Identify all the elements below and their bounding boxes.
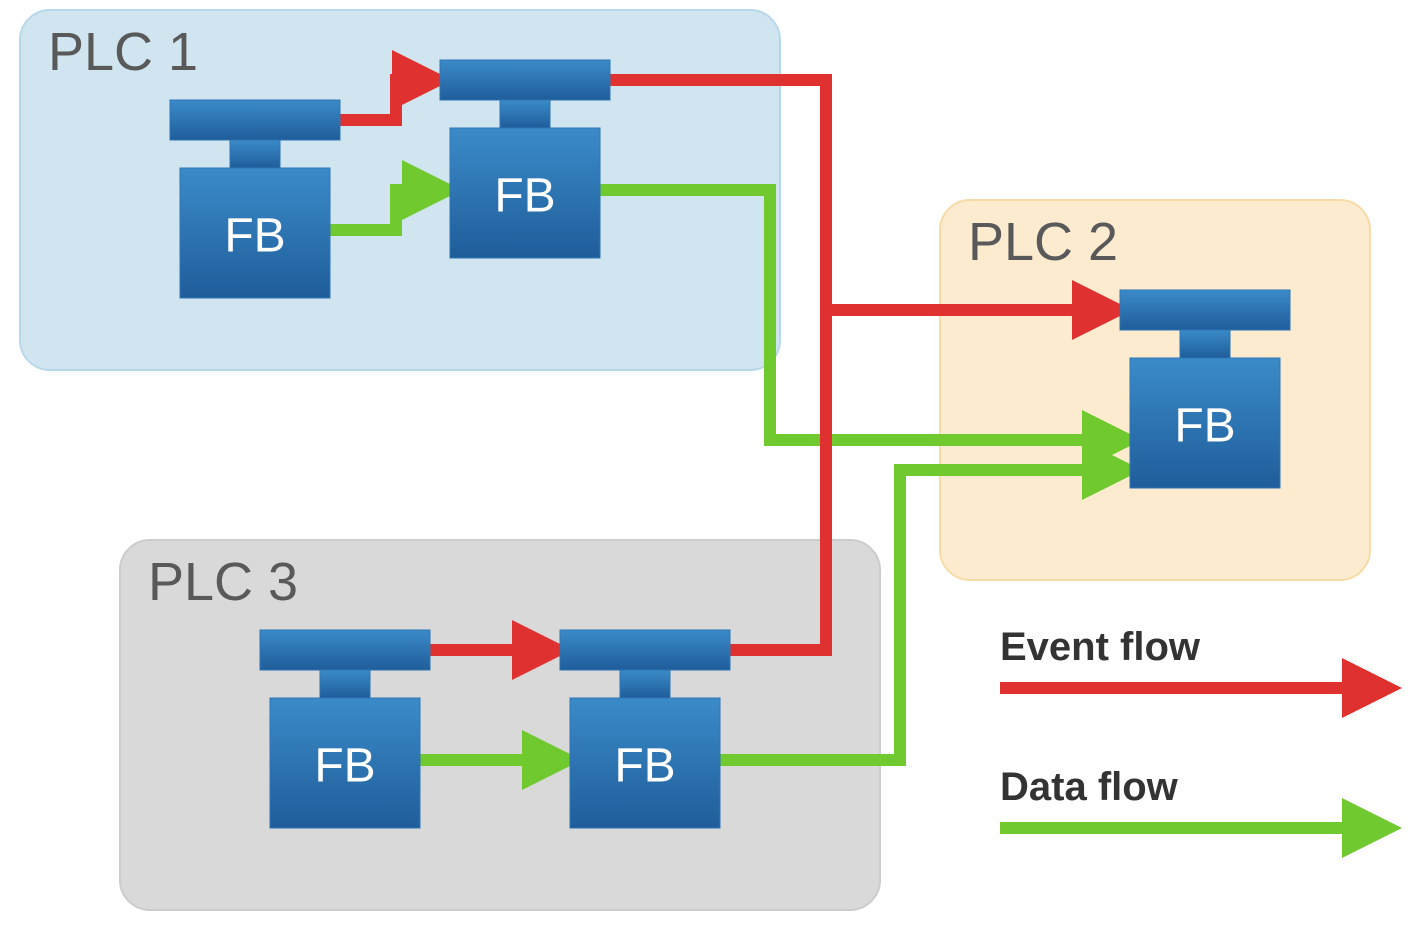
- fb-fb1b: FB: [440, 60, 610, 258]
- fb-label-fb2: FB: [1174, 400, 1235, 453]
- fb-label-fb1a: FB: [224, 210, 285, 263]
- plc-label-plc3: PLC 3: [148, 552, 298, 612]
- fb-label-fb3b: FB: [614, 740, 675, 793]
- fb-label-fb3a: FB: [314, 740, 375, 793]
- legend-label-event: Event flow: [1000, 625, 1201, 669]
- plc-label-plc2: PLC 2: [968, 212, 1118, 272]
- legend-label-data: Data flow: [1000, 765, 1179, 809]
- fb-fb2: FB: [1120, 290, 1290, 488]
- fb-fb1a: FB: [170, 100, 340, 298]
- plc-plc3: PLC 3: [120, 540, 880, 910]
- fb-label-fb1b: FB: [494, 170, 555, 223]
- fb-fb3b: FB: [560, 630, 730, 828]
- fb-fb3a: FB: [260, 630, 430, 828]
- plc-label-plc1: PLC 1: [48, 22, 198, 82]
